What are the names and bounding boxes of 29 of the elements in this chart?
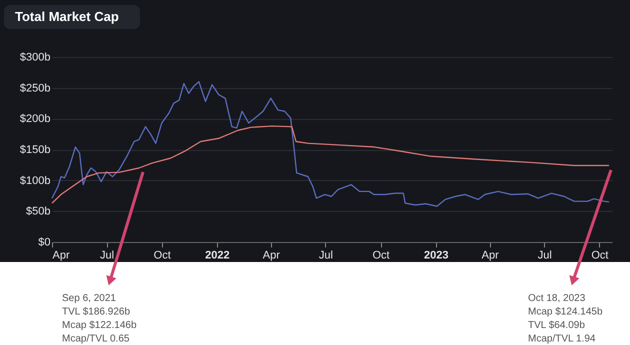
y-tick-label: $250b xyxy=(20,82,50,94)
text: Mcap/TVL 0.65 xyxy=(62,334,130,344)
y-tick-label: $100b xyxy=(20,174,50,187)
text: TVL $186.926b xyxy=(62,306,130,318)
y-tick-label: $50b xyxy=(26,206,50,218)
y-tick-label: $200b xyxy=(20,113,50,126)
text: Mcap/TVL 1.94 xyxy=(528,334,596,344)
y-tick-label: $300b xyxy=(20,52,50,64)
x-tick-label: 2023 xyxy=(424,250,448,262)
text: TVL $64.09b xyxy=(528,320,586,331)
text: Oct 18, 2023 xyxy=(528,293,586,304)
text: Mcap $124.145b xyxy=(528,306,603,318)
x-tick-label: Jul xyxy=(100,250,114,262)
x-tick-label: Oct xyxy=(154,250,171,262)
x-tick-label: Apr xyxy=(482,250,500,262)
y-tick-label: $0 xyxy=(38,236,50,248)
x-tick-label: Oct xyxy=(591,250,608,262)
chart-title: Total Market Cap xyxy=(15,9,119,24)
line-series xyxy=(51,125,610,204)
x-tick-label: Jul xyxy=(318,250,333,262)
text: Mcap $122.146b xyxy=(62,320,137,331)
x-tick-label: Jul xyxy=(538,250,552,262)
x-tick-label: Oct xyxy=(372,250,390,262)
x-tick-label: Apr xyxy=(262,250,280,262)
x-tick-label: Apr xyxy=(52,250,70,262)
x-tick-label: 2022 xyxy=(205,250,230,262)
y-tick-label: $150b xyxy=(20,144,50,156)
text: Sep 6, 2021 xyxy=(62,293,116,304)
line-series xyxy=(51,81,610,207)
